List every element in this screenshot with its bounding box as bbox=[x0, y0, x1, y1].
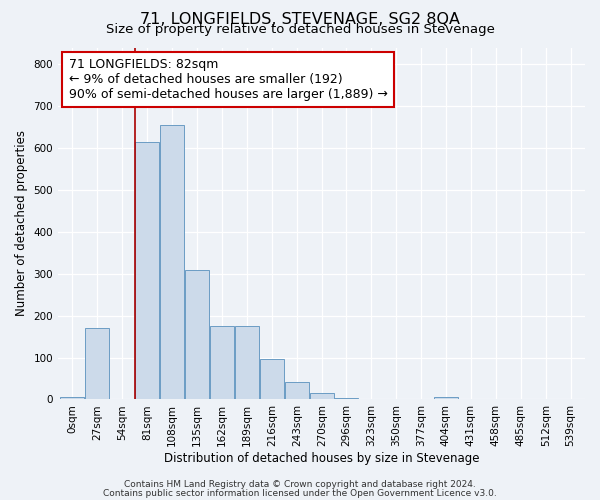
X-axis label: Distribution of detached houses by size in Stevenage: Distribution of detached houses by size … bbox=[164, 452, 479, 465]
Y-axis label: Number of detached properties: Number of detached properties bbox=[15, 130, 28, 316]
Bar bbox=[285, 382, 309, 400]
Bar bbox=[235, 326, 259, 400]
Bar bbox=[210, 326, 234, 400]
Bar bbox=[135, 142, 160, 400]
Text: 71, LONGFIELDS, STEVENAGE, SG2 8QA: 71, LONGFIELDS, STEVENAGE, SG2 8QA bbox=[140, 12, 460, 28]
Bar bbox=[85, 328, 109, 400]
Text: 71 LONGFIELDS: 82sqm
← 9% of detached houses are smaller (192)
90% of semi-detac: 71 LONGFIELDS: 82sqm ← 9% of detached ho… bbox=[68, 58, 388, 101]
Text: Size of property relative to detached houses in Stevenage: Size of property relative to detached ho… bbox=[106, 22, 494, 36]
Bar bbox=[260, 359, 284, 400]
Text: Contains public sector information licensed under the Open Government Licence v3: Contains public sector information licen… bbox=[103, 488, 497, 498]
Text: Contains HM Land Registry data © Crown copyright and database right 2024.: Contains HM Land Registry data © Crown c… bbox=[124, 480, 476, 489]
Bar bbox=[310, 393, 334, 400]
Bar bbox=[434, 398, 458, 400]
Bar bbox=[160, 125, 184, 400]
Bar bbox=[334, 398, 358, 400]
Bar bbox=[60, 398, 85, 400]
Bar bbox=[185, 270, 209, 400]
